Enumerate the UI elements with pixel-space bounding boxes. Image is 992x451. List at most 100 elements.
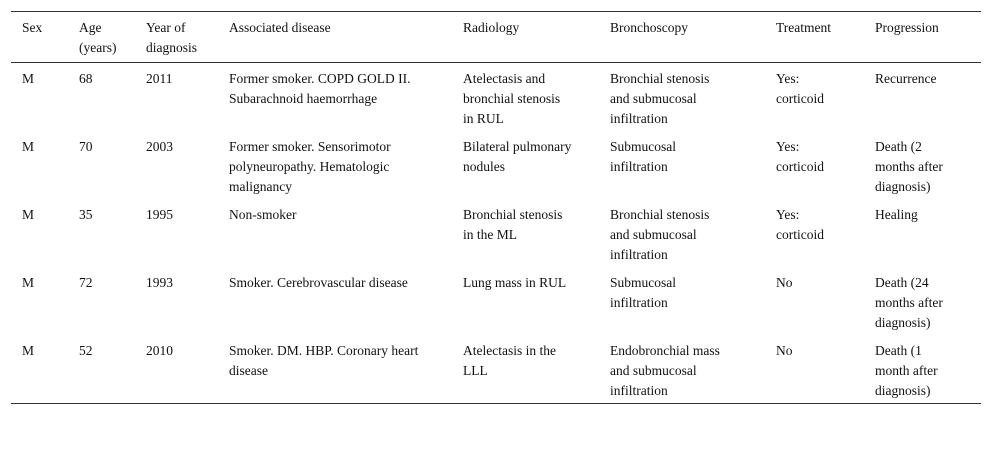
table-row: M 72 1993 Smoker. Cerebrovascular disease Lu… xyxy=(11,267,981,335)
table-cell: M xyxy=(11,199,79,267)
table-cell: Lung mass in RUL xyxy=(463,267,610,335)
table-cell: Yes: corticoid xyxy=(776,199,875,267)
cell-text: 68 xyxy=(79,71,93,86)
cell-text: Bronchial stenosis in the ML xyxy=(463,207,563,242)
cell-text: Smoker. Cerebrovascular disease xyxy=(229,275,408,290)
cell-text: M xyxy=(22,71,35,86)
data-table: Sex Age (years) Year of diagnosis Associate… xyxy=(11,11,981,404)
cell-text: Endobronchial mass and submucosal infilt… xyxy=(610,343,720,398)
cell-text: 1993 xyxy=(146,275,173,290)
cell-text: Death (24 months after diagnosis) xyxy=(875,275,943,330)
table-cell: 68 xyxy=(79,63,146,132)
column-header: Radiology xyxy=(463,12,610,63)
column-header: Sex xyxy=(11,12,79,63)
table-cell: Former smoker. Sensorimotor polyneuropat… xyxy=(229,131,463,199)
cell-text: Death (2 months after diagnosis) xyxy=(875,139,943,194)
table-cell: Atelectasis in the LLL xyxy=(463,335,610,404)
cell-text: Atelectasis in the LLL xyxy=(463,343,556,378)
cell-text: Healing xyxy=(875,207,918,222)
table-cell: Bronchial stenosis and submucosal infilt… xyxy=(610,63,776,132)
column-header: Year of diagnosis xyxy=(146,12,229,63)
table-cell: M xyxy=(11,267,79,335)
cell-text: 52 xyxy=(79,343,93,358)
table-cell: 1993 xyxy=(146,267,229,335)
cell-text: 1995 xyxy=(146,207,173,222)
table-cell: Bronchial stenosis in the ML xyxy=(463,199,610,267)
cell-text: Treatment xyxy=(776,20,831,35)
cell-text: Bronchial stenosis and submucosal infilt… xyxy=(610,71,710,126)
table-cell: 1995 xyxy=(146,199,229,267)
table-cell: 2003 xyxy=(146,131,229,199)
cell-text: 72 xyxy=(79,275,93,290)
table-cell: 52 xyxy=(79,335,146,404)
cell-text: Progression xyxy=(875,20,939,35)
table-cell: Death (24 months after diagnosis) xyxy=(875,267,981,335)
cell-text: 2003 xyxy=(146,139,173,154)
table-cell: Healing xyxy=(875,199,981,267)
table-cell: 72 xyxy=(79,267,146,335)
table-cell: M xyxy=(11,131,79,199)
header-row: Sex Age (years) Year of diagnosis Associate… xyxy=(11,11,981,63)
table-cell: 70 xyxy=(79,131,146,199)
table-cell: No xyxy=(776,335,875,404)
table-cell: Submucosal infiltration xyxy=(610,131,776,199)
table-cell: Non-smoker xyxy=(229,199,463,267)
column-header: Age (years) xyxy=(79,12,146,63)
table-cell: Smoker. DM. HBP. Coronary heart disease xyxy=(229,335,463,404)
table-cell: Yes: corticoid xyxy=(776,63,875,132)
table-cell: Smoker. Cerebrovascular disease xyxy=(229,267,463,335)
column-header: Bronchoscopy xyxy=(610,12,776,63)
cell-text: 35 xyxy=(79,207,93,222)
cell-text: Submucosal infiltration xyxy=(610,139,676,174)
table-row: M 35 1995 Non-smoker Bronchial stenosis in t… xyxy=(11,199,981,267)
cell-text: Yes: corticoid xyxy=(776,71,824,106)
cell-text: Smoker. DM. HBP. Coronary heart disease xyxy=(229,343,419,378)
table-row: M 52 2010 Smoker. DM. HBP. Coronary heart d… xyxy=(11,335,981,404)
column-header: Progression xyxy=(875,12,981,63)
table-cell: Recurrence xyxy=(875,63,981,132)
table-cell: Former smoker. COPD GOLD II. Subarachnoi… xyxy=(229,63,463,132)
table-cell: Atelectasis and bronchial stenosis in RU… xyxy=(463,63,610,132)
cell-text: Lung mass in RUL xyxy=(463,275,567,290)
table-cell: M xyxy=(11,335,79,404)
table-header: Sex Age (years) Year of diagnosis Associate… xyxy=(11,11,981,63)
table-cell: 35 xyxy=(79,199,146,267)
table-cell: Bilateral pulmonary nodules xyxy=(463,131,610,199)
cell-text: 2011 xyxy=(146,71,173,86)
table-cell: Yes: corticoid xyxy=(776,131,875,199)
table-cell: No xyxy=(776,267,875,335)
cell-text: Sex xyxy=(22,20,43,35)
table-cell: 2010 xyxy=(146,335,229,404)
table-row: M 70 2003 Former smoker. Sensorimotor polyn… xyxy=(11,131,981,199)
cell-text: M xyxy=(22,207,35,222)
cell-text: Yes: corticoid xyxy=(776,207,824,242)
cell-text: Associated disease xyxy=(229,20,331,35)
cell-text: Recurrence xyxy=(875,71,937,86)
table-cell: Death (1 month after diagnosis) xyxy=(875,335,981,404)
cell-text: Radiology xyxy=(463,20,520,35)
cell-text: Death (1 month after diagnosis) xyxy=(875,343,938,398)
cell-text: M xyxy=(22,343,35,358)
cell-text: Submucosal infiltration xyxy=(610,275,676,310)
cell-text: Bronchial stenosis and submucosal infilt… xyxy=(610,207,710,262)
cell-text: M xyxy=(22,275,35,290)
table-row: M 68 2011 Former smoker. COPD GOLD II. Suba… xyxy=(11,63,981,132)
cell-text: Bilateral pulmonary nodules xyxy=(463,139,572,174)
cell-text: Age (years) xyxy=(79,20,117,55)
cell-text: Atelectasis and bronchial stenosis in RU… xyxy=(463,71,561,126)
cell-text: Bronchoscopy xyxy=(610,20,688,35)
cell-text: No xyxy=(776,275,793,290)
cell-text: M xyxy=(22,139,35,154)
column-header: Treatment xyxy=(776,12,875,63)
cell-text: 70 xyxy=(79,139,93,154)
table-cell: M xyxy=(11,63,79,132)
cell-text: Year of diagnosis xyxy=(146,20,198,55)
cell-text: Non-smoker xyxy=(229,207,297,222)
table-cell: Submucosal infiltration xyxy=(610,267,776,335)
cell-text: Former smoker. Sensorimotor polyneuropat… xyxy=(229,139,391,194)
cell-text: No xyxy=(776,343,793,358)
column-header: Associated disease xyxy=(229,12,463,63)
cell-text: Former smoker. COPD GOLD II. Subarachnoi… xyxy=(229,71,411,106)
table-cell: Endobronchial mass and submucosal infilt… xyxy=(610,335,776,404)
